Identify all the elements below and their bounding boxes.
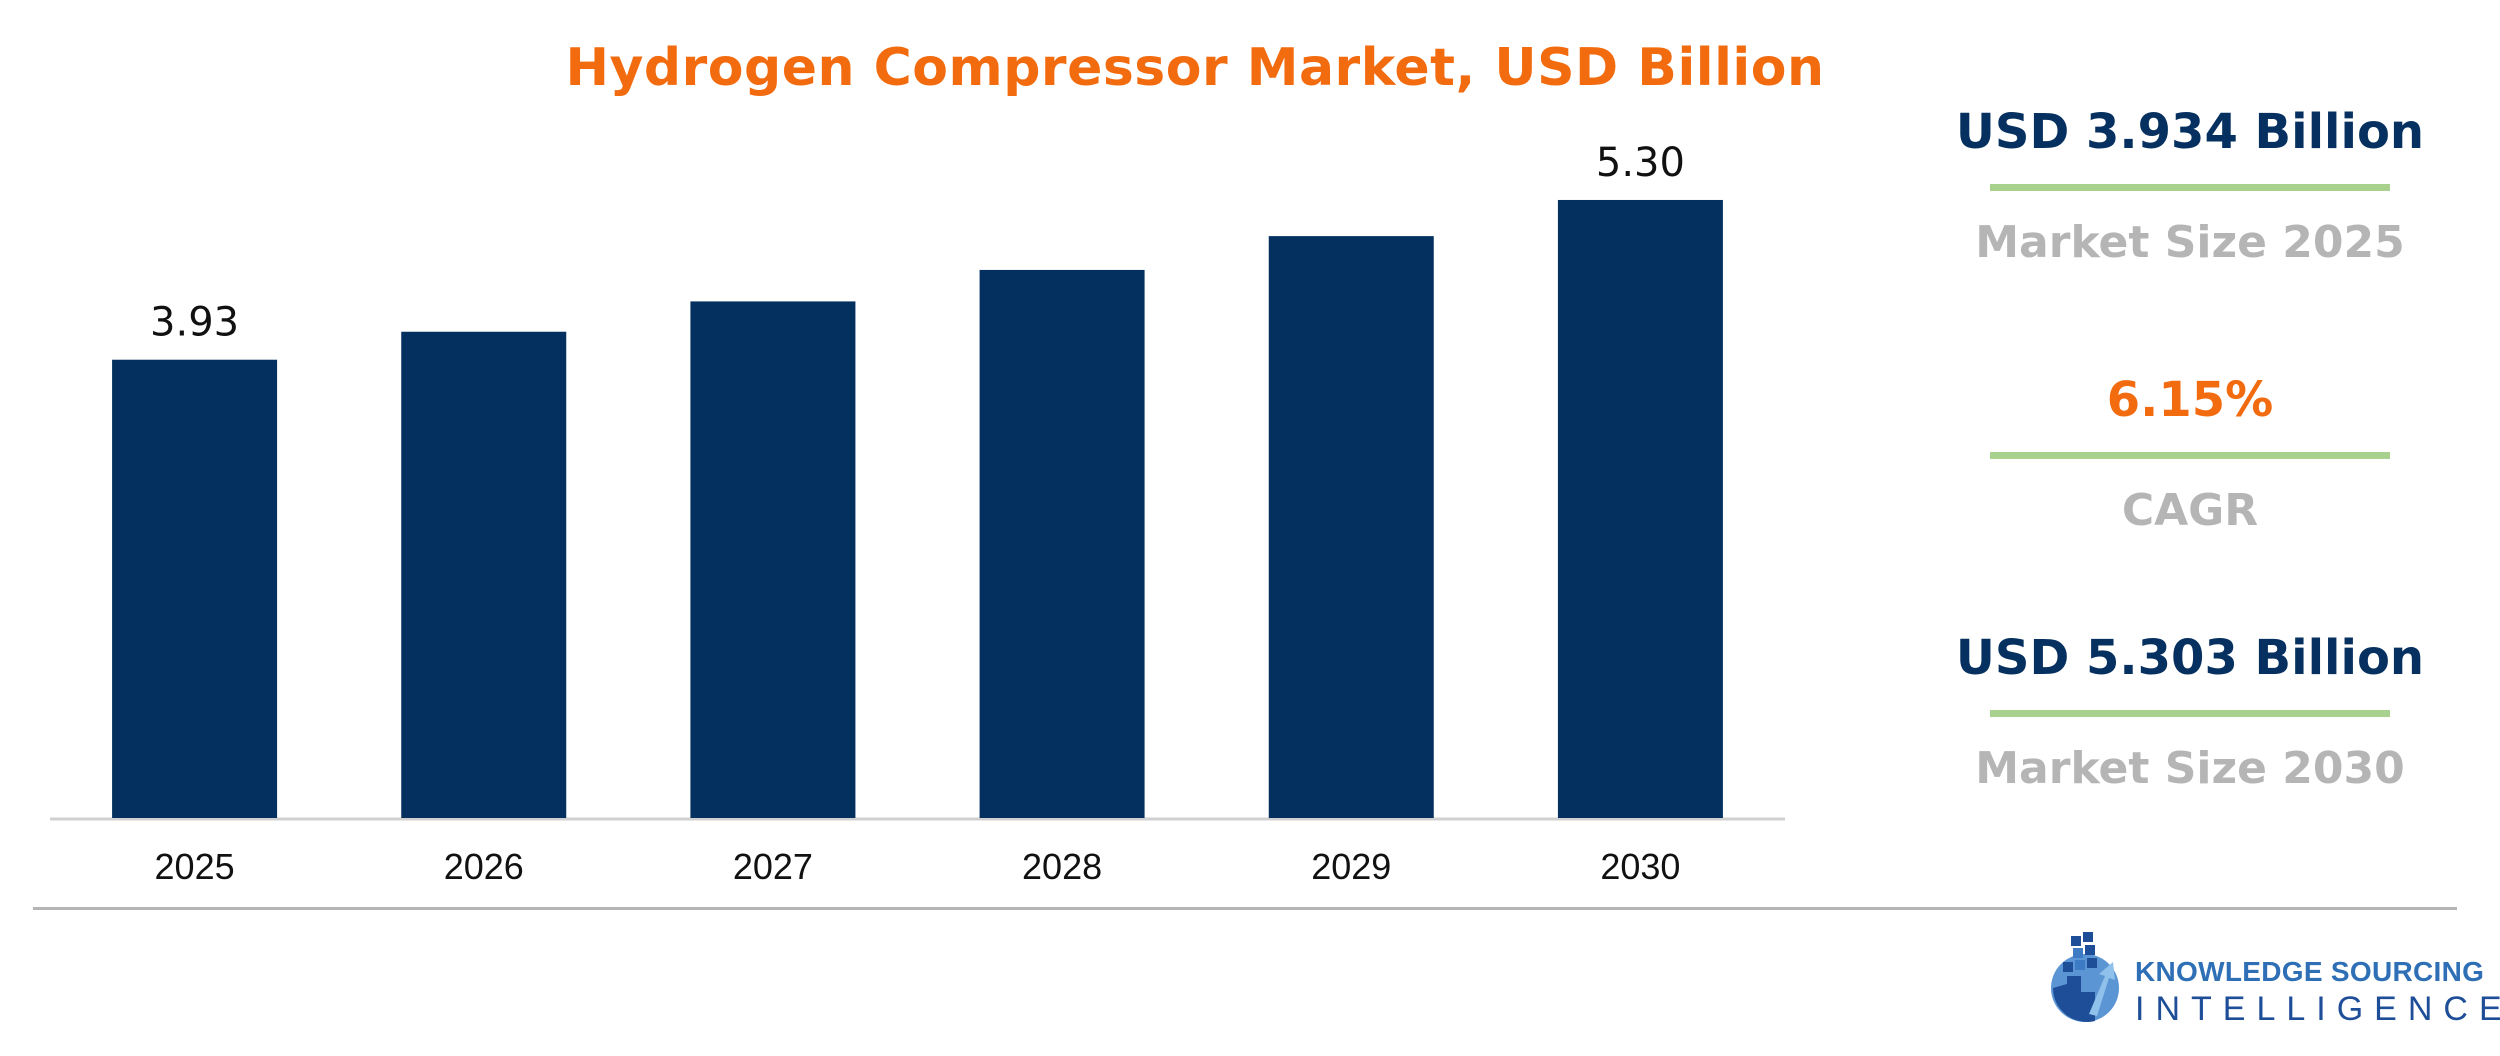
- bar-2028: [979, 269, 1145, 818]
- x-tick-label: 2030: [1600, 846, 1680, 887]
- x-tick-label: 2029: [1311, 846, 1391, 887]
- stat-value: USD 3.934 Billion: [1955, 104, 2425, 160]
- stat-label: Market Size 2030: [1975, 743, 2405, 794]
- logo-mark-icon: [2051, 932, 2119, 1022]
- stat-market-size-2030: USD 5.303 Billion Market Size 2030: [1900, 634, 2480, 791]
- brand-name-line2: INTELLIGENCE: [2135, 990, 2500, 1028]
- data-label: 5.30: [1596, 140, 1685, 186]
- footer-divider: [33, 907, 2457, 910]
- stat-label: Market Size 2025: [1975, 217, 2405, 268]
- stat-market-size-2025: USD 3.934 Billion Market Size 2025: [1900, 108, 2480, 265]
- bar-2026: [401, 331, 567, 818]
- x-tick-label: 2025: [155, 846, 235, 887]
- bar-2025: [112, 359, 278, 818]
- stat-value: USD 5.303 Billion: [1955, 630, 2425, 686]
- chart-title: Hydrogen Compressor Market, USD Billion: [565, 38, 1825, 98]
- x-tick-label: 2026: [444, 846, 524, 887]
- stat-divider: [1990, 710, 2390, 717]
- data-label: 3.93: [150, 300, 239, 346]
- stat-divider: [1990, 184, 2390, 191]
- brand-name-line1: KNOWLEDGE SOURCING: [2135, 956, 2485, 987]
- stat-divider: [1990, 452, 2390, 459]
- stat-label: CAGR: [2121, 485, 2259, 536]
- bar-2030: [1557, 199, 1723, 819]
- x-tick-label: 2028: [1022, 846, 1102, 887]
- bar-2029: [1268, 236, 1434, 819]
- brand-logo[interactable]: KNOWLEDGE SOURCING INTELLIGENCE: [2043, 918, 2500, 1038]
- stat-cagr: 6.15% CAGR: [1900, 376, 2480, 533]
- bar-2027: [690, 301, 856, 818]
- x-tick-label: 2027: [733, 846, 813, 887]
- stat-value: 6.15%: [2106, 372, 2274, 428]
